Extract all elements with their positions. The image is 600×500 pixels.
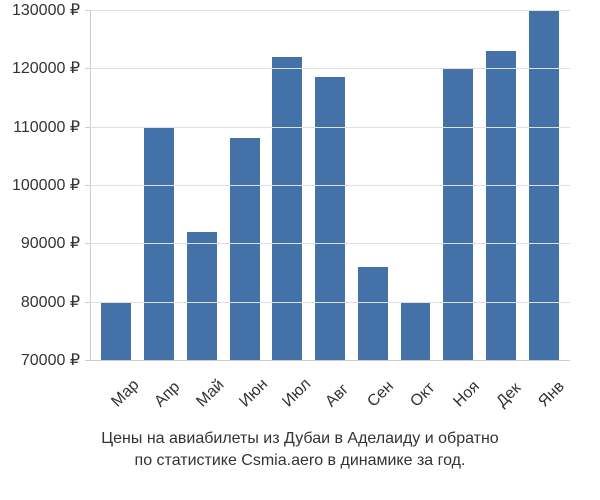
x-axis-line	[90, 360, 570, 361]
plot-area	[90, 10, 570, 360]
bar	[187, 232, 217, 360]
y-tick-label: 100000 ₽	[12, 175, 80, 195]
y-tick-label: 70000 ₽	[21, 350, 80, 370]
y-tick-label: 130000 ₽	[12, 0, 80, 20]
bar	[272, 57, 302, 360]
gridline	[90, 10, 570, 11]
caption-line-1: Цены на авиабилеты из Дубаи в Аделаиду и…	[101, 430, 498, 447]
y-tick-mark	[85, 185, 90, 186]
y-tick-label: 120000 ₽	[12, 58, 80, 78]
bar	[486, 51, 516, 360]
y-tick-mark	[85, 243, 90, 244]
gridline	[90, 68, 570, 69]
y-axis: 70000 ₽80000 ₽90000 ₽100000 ₽110000 ₽120…	[0, 10, 85, 360]
price-chart: 70000 ₽ 80000 ₽ 90000 ₽ 100000 ₽ 110000 ₽ 120…	[0, 0, 600, 500]
bar	[315, 77, 345, 360]
bar	[230, 138, 260, 360]
y-tick-mark	[85, 127, 90, 128]
bar	[443, 68, 473, 360]
gridline	[90, 185, 570, 186]
gridline	[90, 243, 570, 244]
bar	[401, 302, 431, 360]
y-tick-mark	[85, 68, 90, 69]
chart-caption: Цены на авиабилеты из Дубаи в Аделаиду и…	[0, 428, 600, 471]
caption-line-2: по статистике Csmia.aero в динамике за г…	[135, 452, 466, 469]
y-tick-mark	[85, 10, 90, 11]
y-tick-label: 90000 ₽	[21, 233, 80, 253]
y-tick-label: 110000 ₽	[13, 117, 80, 137]
y-tick-mark	[85, 302, 90, 303]
y-tick-label: 80000 ₽	[21, 292, 80, 312]
bar	[358, 267, 388, 360]
gridline	[90, 127, 570, 128]
bar	[101, 302, 131, 360]
x-axis: МарАпрМайИюнИюлАвгСенОктНояДекЯнв	[90, 365, 570, 425]
gridline	[90, 302, 570, 303]
